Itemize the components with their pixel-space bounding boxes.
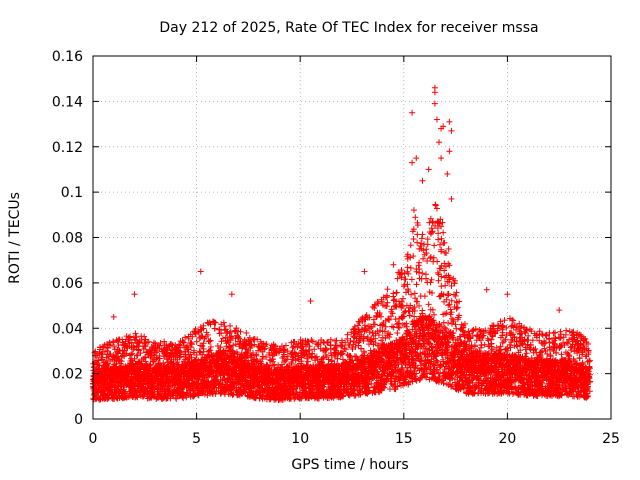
data-point (425, 301, 432, 308)
data-point (173, 395, 180, 402)
data-point (188, 340, 195, 347)
data-point (416, 266, 423, 273)
data-point (107, 351, 114, 358)
data-point (227, 322, 234, 329)
data-point (430, 254, 437, 261)
data-point (410, 253, 417, 260)
data-point (95, 357, 102, 364)
data-point (328, 357, 335, 364)
data-point (389, 310, 396, 317)
data-point (419, 270, 426, 277)
data-point (407, 242, 414, 249)
data-point (211, 325, 218, 332)
data-point (399, 270, 406, 277)
data-point (383, 293, 390, 300)
data-point (431, 242, 438, 249)
data-point (107, 342, 114, 349)
data-point (422, 275, 429, 282)
data-point (103, 354, 110, 361)
data-point (412, 214, 419, 221)
data-point (416, 259, 423, 266)
data-point (435, 236, 442, 243)
data-point (407, 264, 414, 271)
data-point (421, 293, 428, 300)
data-point (408, 276, 415, 283)
data-point (424, 241, 431, 248)
data-point (413, 281, 420, 288)
data-points (89, 84, 594, 404)
data-point (206, 338, 213, 345)
data-point (410, 207, 417, 214)
data-point (216, 326, 223, 333)
data-point (414, 231, 421, 238)
data-point (110, 339, 117, 346)
data-point (384, 286, 391, 293)
data-point (419, 307, 426, 314)
data-point (418, 240, 425, 247)
chart-title: Day 212 of 2025, Rate Of TEC Index for r… (159, 20, 538, 36)
data-point (419, 231, 426, 238)
grid-lines (93, 56, 611, 419)
data-point (434, 258, 441, 265)
data-point (418, 235, 425, 242)
data-point (104, 395, 111, 402)
data-point (314, 341, 321, 348)
data-point (411, 313, 418, 320)
data-point (96, 362, 103, 369)
data-point (390, 290, 397, 297)
data-point (399, 295, 406, 302)
data-point (214, 342, 221, 349)
data-point (435, 277, 442, 284)
data-point (99, 356, 106, 363)
data-point (404, 264, 411, 271)
data-point (393, 289, 400, 296)
data-point (435, 230, 442, 237)
data-point (333, 337, 340, 344)
data-point (401, 270, 408, 277)
data-point (243, 329, 250, 336)
data-point (410, 235, 417, 242)
data-point (432, 202, 439, 209)
data-point (414, 239, 421, 246)
data-point (383, 303, 390, 310)
data-point (424, 236, 431, 243)
